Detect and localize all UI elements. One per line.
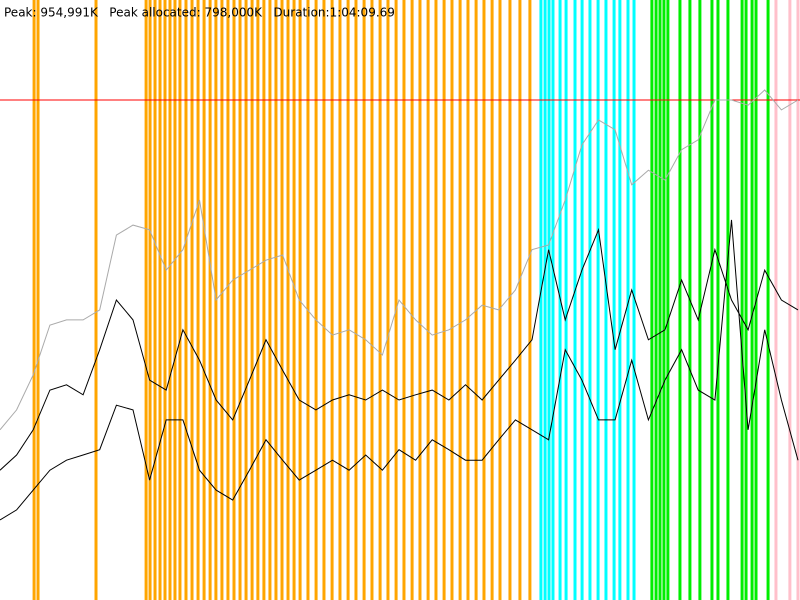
chart-title: Peak: 954,991K Peak allocated: 798,000K …: [4, 6, 395, 20]
series-line: [0, 89, 799, 431]
series-line: [0, 227, 799, 471]
series-line: [0, 219, 799, 521]
